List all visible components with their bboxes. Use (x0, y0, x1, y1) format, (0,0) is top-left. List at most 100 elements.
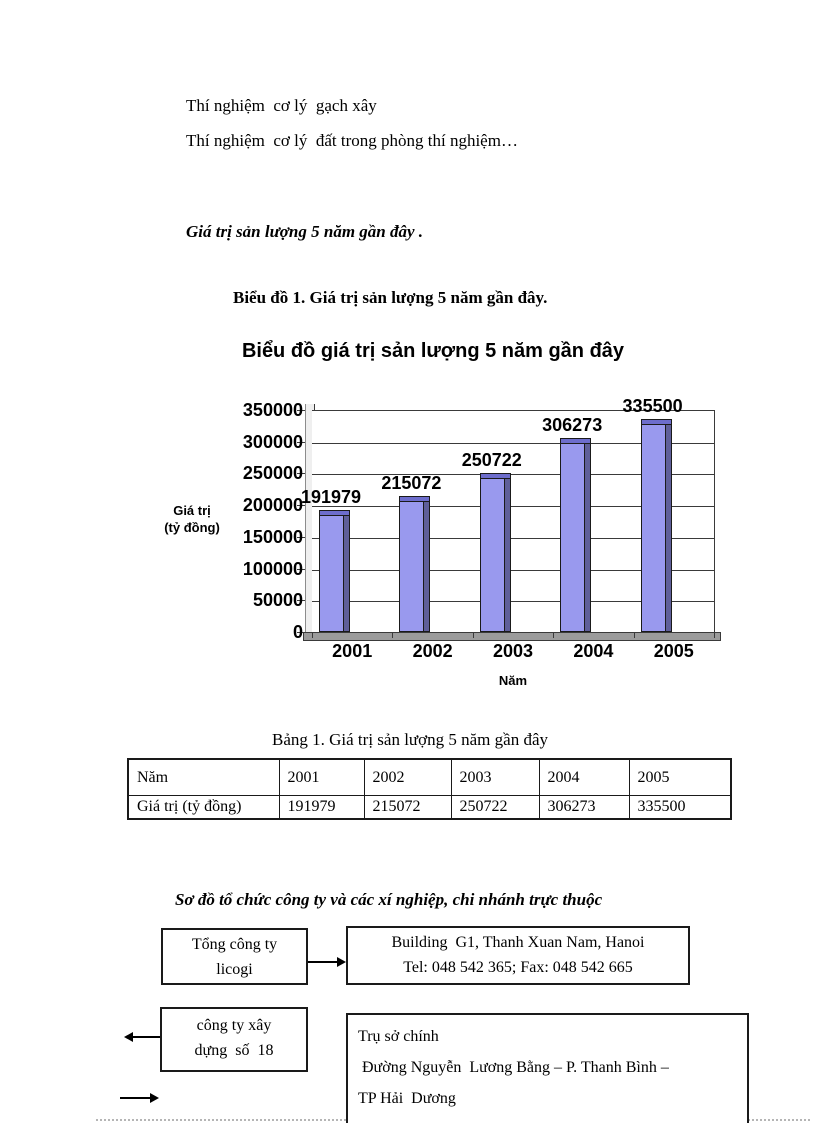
org-box-company-18-line1: công ty xây (196, 1017, 272, 1034)
bar-2004 (560, 438, 592, 632)
bar-top-face (560, 438, 592, 444)
table-cell: 2005 (628, 758, 732, 796)
org-box-parent-line1: Tổng công ty (191, 936, 278, 953)
y-tick-label: 0 (292, 622, 303, 642)
table-row: Giá trị (tỷ đồng) 191979 215072 250722 30627… (127, 795, 732, 820)
x-axis-title: Năm (498, 673, 528, 688)
table-cell: 215072 (363, 795, 452, 820)
gridline (312, 569, 714, 571)
paragraph-thi-nghiem-gach: Thí nghiệm cơ lý gạch xây (186, 96, 377, 115)
y-tick-label: 350000 (242, 400, 303, 420)
section-heading-gia-tri: Giá trị sản lượng 5 năm gần đây . (186, 222, 424, 241)
org-box-parent-company: Tổng công ty licogi (161, 928, 308, 985)
chart-3d-floor (303, 632, 721, 641)
bar-top-face (399, 496, 431, 502)
x-tick-label: 2004 (573, 641, 614, 661)
y-axis-title-line1: Giá trị (173, 503, 211, 518)
production-table: Năm 2001 2002 2003 2004 2005 Giá trị (tỷ đồng)… (127, 758, 732, 820)
head-office-address-line2: TP Hải Dương (358, 1090, 456, 1107)
table-cell: 250722 (450, 795, 540, 820)
figure-caption: Biểu đồ 1. Giá trị sản lượng 5 năm gần đ… (233, 288, 548, 307)
gridline (312, 601, 714, 603)
org-box-parent-address: Building G1, Thanh Xuan Nam, Hanoi Tel: … (346, 926, 690, 985)
bar-side-face (423, 496, 431, 632)
bar-top-face (479, 473, 511, 479)
table-row: Năm 2001 2002 2003 2004 2005 (127, 758, 732, 796)
gridline (312, 474, 714, 476)
y-tick-mark (297, 410, 305, 411)
org-box-parent-line2: licogi (216, 961, 253, 978)
y-axis-title-line2: (tỷ đồng) (164, 520, 220, 535)
y-tick-label: 50000 (252, 590, 303, 611)
bar-2005 (640, 419, 672, 632)
bar-value-label: 191979 (300, 487, 362, 507)
org-box-head-office: Trụ sở chính Đường Nguyễn Lương Bằng – P… (346, 1013, 749, 1123)
x-tick-label: 2002 (412, 641, 453, 661)
table-cell: 2002 (363, 758, 452, 796)
bar-2003 (479, 473, 511, 632)
bar-value-label: 250722 (461, 450, 522, 470)
y-axis-title: Giá trị (tỷ đồng) (152, 502, 232, 536)
table-cell: Giá trị (tỷ đồng) (127, 795, 280, 820)
x-tick-mark (714, 632, 715, 638)
arrow-parent-to-address (308, 961, 337, 963)
table-cell: 2003 (450, 758, 540, 796)
bar-top-face (640, 419, 672, 425)
y-tick-label: 150000 (242, 526, 303, 547)
table-cell: 191979 (278, 795, 365, 820)
y-tick-mark (297, 568, 305, 570)
org-box-parent-address-line1: Building G1, Thanh Xuan Nam, Hanoi (391, 934, 645, 951)
bar-value-label: 215072 (381, 473, 442, 493)
x-tick-mark (472, 632, 474, 638)
arrow-company18-head-icon (124, 1032, 133, 1042)
y-tick-mark (297, 632, 305, 633)
y-tick-mark (297, 505, 305, 507)
x-tick-mark (312, 632, 313, 638)
gridline (312, 506, 714, 508)
y-tick-mark (297, 536, 305, 538)
x-tick-mark (633, 632, 635, 638)
table-cell: 2001 (278, 758, 365, 796)
bar-front-face (560, 438, 586, 632)
bar-side-face (664, 419, 672, 632)
org-box-parent-address-line2: Tel: 048 542 365; Fax: 048 542 665 (403, 959, 633, 976)
head-office-address-line1: Đường Nguyễn Lương Bằng – P. Thanh Bình … (358, 1059, 669, 1076)
arrow-branch-head-icon (150, 1093, 159, 1103)
y-tick-mark (297, 600, 305, 602)
bar-side-face (503, 473, 511, 632)
bar-front-face (640, 419, 666, 632)
bar-2001 (319, 510, 350, 632)
arrow-company18-line (132, 1036, 160, 1038)
bar-side-face (584, 438, 592, 632)
x-tick-mark (553, 632, 555, 638)
y-tick-mark (297, 441, 305, 443)
bar-value-label: 335500 (622, 396, 683, 416)
x-tick-mark (392, 632, 394, 638)
chart-title: Biểu đồ giá trị sản lượng 5 năm gần đây (241, 340, 625, 362)
bar-front-face (479, 473, 505, 632)
table-caption: Bảng 1. Giá trị sản lượng 5 năm gần đây (272, 730, 548, 749)
bar-front-face (399, 496, 425, 632)
bar-top-face (319, 510, 350, 516)
org-box-company-18: công ty xây dựng số 18 (160, 1007, 308, 1072)
bar-front-face (319, 510, 344, 632)
y-tick-label: 250000 (242, 463, 303, 484)
org-chart-heading: Sơ đồ tổ chức công ty và các xí nghiệp, … (175, 890, 603, 909)
table-cell: 335500 (628, 795, 732, 820)
table-cell: Năm (127, 758, 280, 796)
org-box-company-18-line2: dựng số 18 (194, 1042, 274, 1059)
arrow-parent-to-address-head-icon (337, 957, 346, 967)
bar-value-label: 306273 (542, 415, 603, 435)
y-tick-mark (297, 473, 305, 475)
table-cell: 306273 (538, 795, 630, 820)
arrow-branch-line (120, 1097, 150, 1099)
x-tick-label: 2003 (492, 641, 534, 661)
head-office-title: Trụ sở chính (358, 1028, 439, 1045)
x-tick-label: 2005 (653, 641, 694, 661)
y-tick-label: 100000 (242, 558, 303, 579)
x-tick-label: 2001 (332, 641, 373, 661)
y-tick-label: 200000 (242, 495, 303, 516)
bar-2002 (399, 496, 431, 632)
